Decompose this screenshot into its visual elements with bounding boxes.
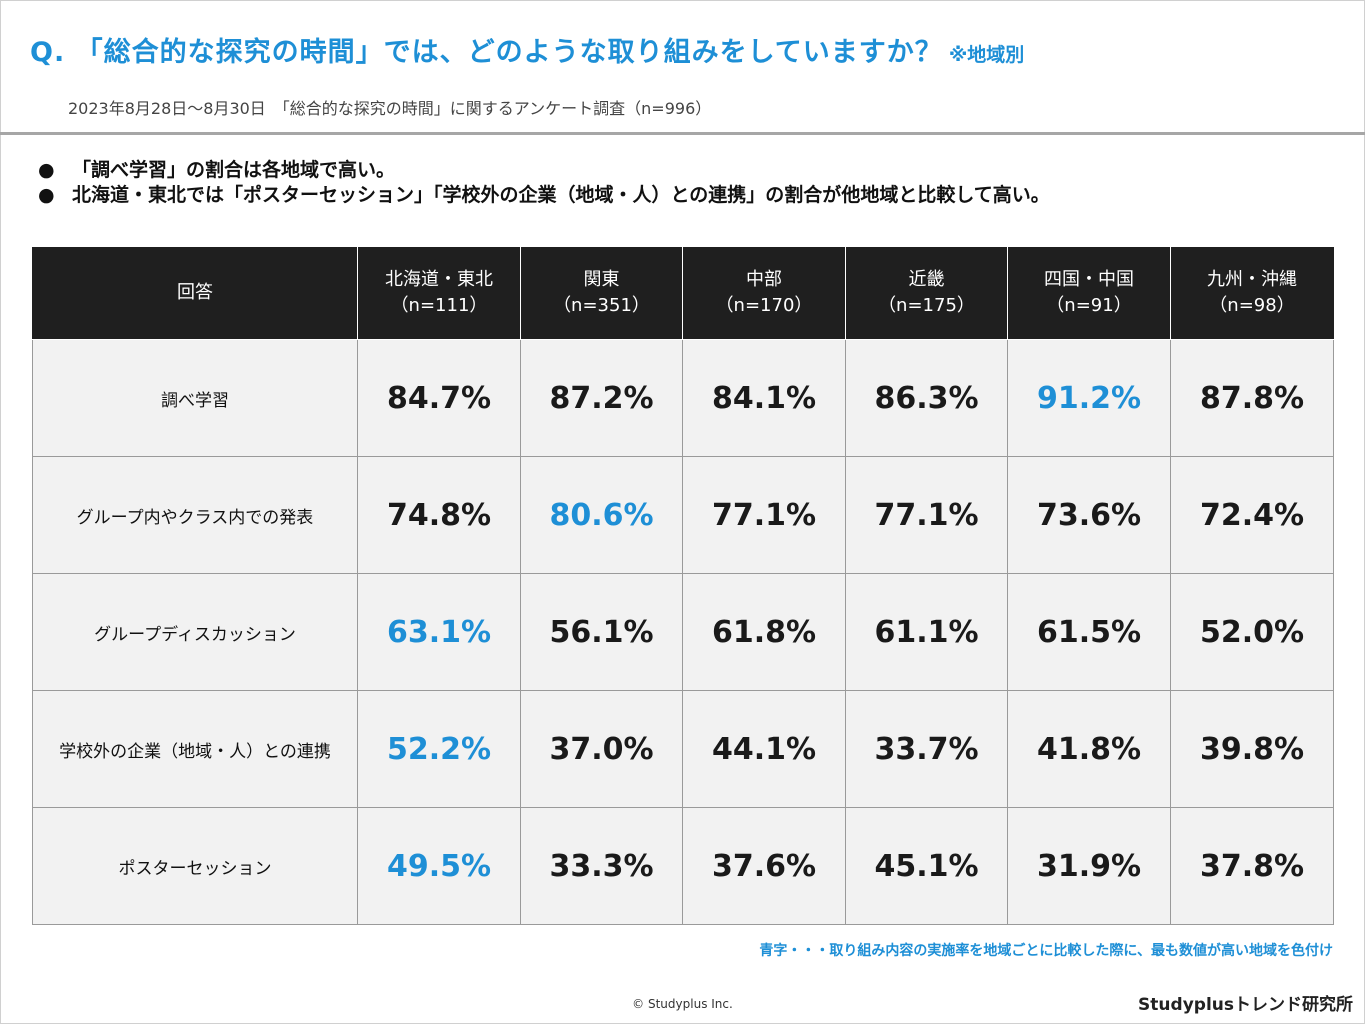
bullet-text: 北海道・東北では「ポスターセッション」「学校外の企業（地域・人）との連携」の割合… (72, 184, 1050, 206)
value-cell: 41.8% (1007, 690, 1171, 808)
value-cell: 87.2% (520, 339, 683, 457)
row-label: 学校外の企業（地域・人）との連携 (32, 690, 358, 808)
region-name: 中部 (746, 269, 782, 290)
region-name: 近畿 (908, 269, 945, 290)
region-n: （n=111） (390, 295, 488, 316)
region-n: （n=175） (878, 295, 975, 316)
value-cell: 77.1% (682, 456, 846, 574)
copyright: © Studyplus Inc. (632, 997, 733, 1011)
header-region: 四国・中国 （n=91） (1007, 247, 1171, 340)
summary-bullet: ● 「調べ学習」の割合は各地域で高い。 (38, 158, 1050, 183)
value-cell: 91.2% (1007, 339, 1171, 457)
title-main: Q. 「総合的な探究の時間」では、どのような取り組みをしていますか？ (30, 37, 943, 68)
brand-logo: Studyplusトレンド研究所 (1138, 995, 1353, 1015)
table-row: 調べ学習 84.7% 87.2% 84.1% 86.3% 91.2% 87.8% (32, 339, 1334, 457)
region-n: （n=351） (553, 295, 650, 316)
value-cell: 84.1% (682, 339, 846, 457)
value-cell: 44.1% (682, 690, 846, 808)
table-header-row: 回答 北海道・東北 （n=111） 関東 （n=351） 中部 （n=170） 近畿 （… (32, 247, 1334, 340)
row-label: ポスターセッション (32, 807, 358, 925)
value-cell: 39.8% (1170, 690, 1334, 808)
value-cell: 87.8% (1170, 339, 1334, 457)
header-region: 九州・沖縄 （n=98） (1170, 247, 1334, 340)
value-cell: 52.0% (1170, 573, 1334, 691)
value-cell: 56.1% (520, 573, 683, 691)
region-n: （n=170） (715, 295, 813, 316)
results-table: 回答 北海道・東北 （n=111） 関東 （n=351） 中部 （n=170） 近畿 （… (32, 247, 1334, 925)
header-region: 近畿 （n=175） (845, 247, 1008, 340)
value-cell: 86.3% (845, 339, 1008, 457)
bullet-text: 「調べ学習」の割合は各地域で高い。 (72, 159, 396, 181)
table-row: グループディスカッション 63.1% 56.1% 61.8% 61.1% 61.… (32, 573, 1334, 691)
page-title: Q. 「総合的な探究の時間」では、どのような取り組みをしていますか？ ※地域別 (30, 30, 1024, 69)
value-cell: 61.1% (845, 573, 1008, 691)
value-cell: 37.6% (682, 807, 846, 925)
value-cell: 73.6% (1007, 456, 1171, 574)
title-note: ※地域別 (948, 44, 1025, 66)
region-name: 九州・沖縄 (1207, 269, 1297, 290)
header-region: 北海道・東北 （n=111） (357, 247, 521, 340)
region-name: 北海道・東北 (385, 269, 493, 290)
value-cell: 61.5% (1007, 573, 1171, 691)
summary-bullets: ● 「調べ学習」の割合は各地域で高い。 ● 北海道・東北では「ポスターセッション」「… (38, 158, 1050, 208)
header-answer: 回答 (32, 247, 358, 340)
survey-subtitle: 2023年8月28日〜8月30日 「総合的な探究の時間」に関するアンケート調査（… (68, 99, 712, 118)
value-cell: 84.7% (357, 339, 521, 457)
region-n: （n=91） (1046, 295, 1132, 316)
header-region: 中部 （n=170） (682, 247, 846, 340)
region-name: 四国・中国 (1044, 269, 1134, 290)
region-name: 関東 (583, 269, 620, 290)
value-cell: 52.2% (357, 690, 521, 808)
header-divider (0, 132, 1365, 135)
value-cell: 33.3% (520, 807, 683, 925)
value-cell: 45.1% (845, 807, 1008, 925)
row-label: グループ内やクラス内での発表 (32, 456, 358, 574)
value-cell: 74.8% (357, 456, 521, 574)
region-n: （n=98） (1209, 295, 1295, 316)
bullet-dot-icon: ● (38, 184, 55, 206)
value-cell: 33.7% (845, 690, 1008, 808)
value-cell: 49.5% (357, 807, 521, 925)
row-label: グループディスカッション (32, 573, 358, 691)
header-region: 関東 （n=351） (520, 247, 683, 340)
summary-bullet: ● 北海道・東北では「ポスターセッション」「学校外の企業（地域・人）との連携」の割… (38, 183, 1050, 208)
highlight-footnote: 青字・・・取り組み内容の実施率を地域ごとに比較した際に、最も数値が高い地域を色付… (759, 943, 1333, 959)
value-cell: 72.4% (1170, 456, 1334, 574)
table-row: グループ内やクラス内での発表 74.8% 80.6% 77.1% 77.1% 7… (32, 456, 1334, 574)
row-label: 調べ学習 (32, 339, 358, 457)
value-cell: 77.1% (845, 456, 1008, 574)
value-cell: 31.9% (1007, 807, 1171, 925)
table-row: ポスターセッション 49.5% 33.3% 37.6% 45.1% 31.9% … (32, 807, 1334, 925)
value-cell: 37.0% (520, 690, 683, 808)
value-cell: 63.1% (357, 573, 521, 691)
bullet-dot-icon: ● (38, 159, 55, 181)
value-cell: 80.6% (520, 456, 683, 574)
value-cell: 61.8% (682, 573, 846, 691)
value-cell: 37.8% (1170, 807, 1334, 925)
table-row: 学校外の企業（地域・人）との連携 52.2% 37.0% 44.1% 33.7%… (32, 690, 1334, 808)
